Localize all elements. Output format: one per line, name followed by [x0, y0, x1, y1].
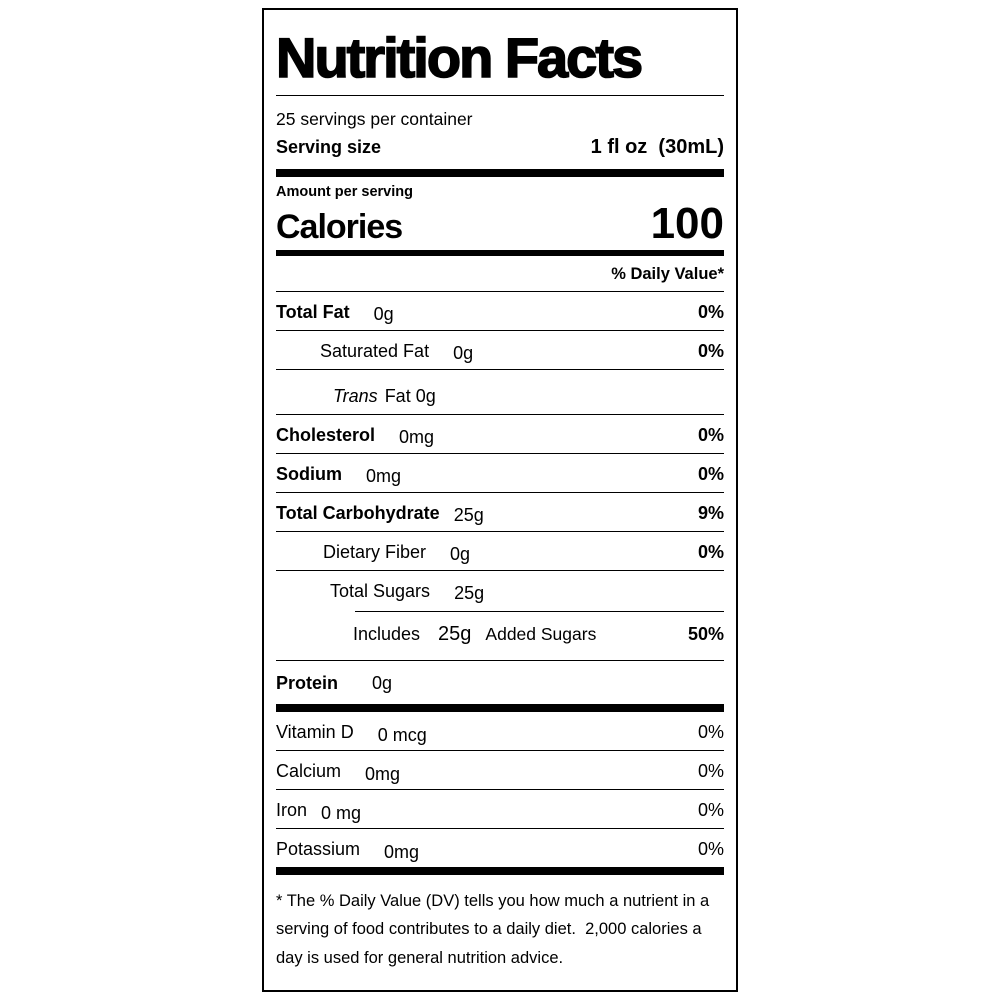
daily-value: 0% — [697, 424, 724, 445]
row-iron: Iron 0 mg 0% — [276, 790, 724, 829]
row-total-sugars: Total Sugars 25g — [276, 571, 724, 611]
nutrient-name: Total Sugars — [330, 580, 431, 601]
daily-value: 0% — [697, 463, 724, 484]
row-total-carbohydrate: Total Carbohydrate 25g 9% — [276, 493, 724, 532]
amount-per-serving: Amount per serving — [276, 184, 413, 200]
nutrient-name: Protein — [276, 672, 339, 693]
row-trans-fat: Trans Fat 0g — [276, 370, 724, 415]
title-divider — [276, 95, 724, 96]
nutrient-amount: 0 mg — [321, 802, 362, 823]
calories-row: Calories 100 — [276, 201, 724, 250]
row-dietary-fiber: Dietary Fiber 0g 0% — [276, 532, 724, 571]
label-title: Nutrition Facts — [275, 26, 644, 89]
nutrient-amount: 0mg — [399, 426, 435, 447]
nutrient-amount: 0g — [453, 342, 474, 363]
nutrient-name: Vitamin D — [276, 721, 354, 742]
thick-divider-protein — [276, 703, 724, 712]
row-total-fat: Total Fat 0g 0% — [276, 292, 724, 331]
nutrient-amount: 0mg — [384, 841, 420, 862]
nutrient-name: Iron — [276, 799, 308, 820]
nutrient-amount: 0 mcg — [377, 724, 427, 745]
nutrient-amount: 0mg — [366, 465, 402, 486]
row-saturated-fat: Saturated Fat 0g 0% — [276, 331, 724, 370]
serving-size-value: 1 fl oz (30mL) — [590, 136, 724, 158]
nutrient-amount: 0g — [372, 672, 393, 693]
calories-label: Calories — [276, 207, 403, 246]
daily-value: 0% — [697, 799, 724, 820]
row-protein: Protein 0g — [276, 661, 724, 704]
nutrient-name: Total Carbohydrate — [276, 502, 440, 523]
nutrient-amount: 0g — [450, 543, 471, 564]
nutrient-amount: 25g — [438, 622, 472, 645]
daily-value: 0% — [697, 760, 724, 781]
row-cholesterol: Cholesterol 0mg 0% — [276, 415, 724, 454]
thick-divider-bottom — [276, 866, 724, 875]
nutrient-name: Total Fat — [276, 301, 350, 322]
calories-divider — [276, 249, 724, 256]
daily-value: 50% — [687, 623, 724, 644]
daily-value: 0% — [697, 541, 724, 562]
nutrient-name-suffix: Added Sugars — [485, 623, 597, 644]
nutrient-amount: 25g — [454, 582, 485, 603]
nutrient-name: Cholesterol — [276, 424, 376, 445]
row-sodium: Sodium 0mg 0% — [276, 454, 724, 493]
nutrient-amount: 0mg — [365, 763, 401, 784]
daily-value-footnote: * The % Daily Value (DV) tells you how m… — [276, 891, 714, 967]
daily-value: 0% — [697, 721, 724, 742]
nutrient-amount: 0g — [373, 303, 394, 324]
row-vitamin-d: Vitamin D 0 mcg 0% — [276, 712, 724, 751]
serving-size-row: Serving size 1 fl oz (30mL) — [276, 130, 724, 169]
daily-value: 0% — [697, 301, 724, 322]
nutrient-name: Includes — [353, 623, 421, 644]
serving-size-label: Serving size — [276, 137, 382, 157]
thick-divider-top — [276, 169, 724, 177]
daily-value-header: % Daily Value* — [276, 256, 724, 292]
nutrition-facts-label: Nutrition Facts 25 servings per containe… — [262, 8, 738, 992]
nutrient-name: Saturated Fat — [320, 340, 430, 361]
row-calcium: Calcium 0mg 0% — [276, 751, 724, 790]
nutrient-name: Calcium — [276, 760, 342, 781]
nutrient-name: Potassium — [276, 838, 361, 859]
row-added-sugars: Includes 25g Added Sugars 50% — [276, 612, 724, 661]
nutrient-name: Sodium — [276, 463, 342, 484]
nutrient-name-italic: Trans — [333, 385, 378, 406]
indented-divider — [355, 610, 724, 612]
calories-value: 100 — [650, 199, 724, 248]
servings-per-container: 25 servings per container — [276, 109, 473, 129]
daily-value: 0% — [697, 340, 724, 361]
nutrient-name: Fat 0g — [384, 385, 436, 406]
row-potassium: Potassium 0mg 0% — [276, 829, 724, 867]
daily-value: 0% — [697, 838, 724, 859]
nutrient-name: Dietary Fiber — [323, 541, 427, 562]
daily-value: 9% — [697, 502, 724, 523]
nutrient-amount: 25g — [453, 504, 484, 525]
